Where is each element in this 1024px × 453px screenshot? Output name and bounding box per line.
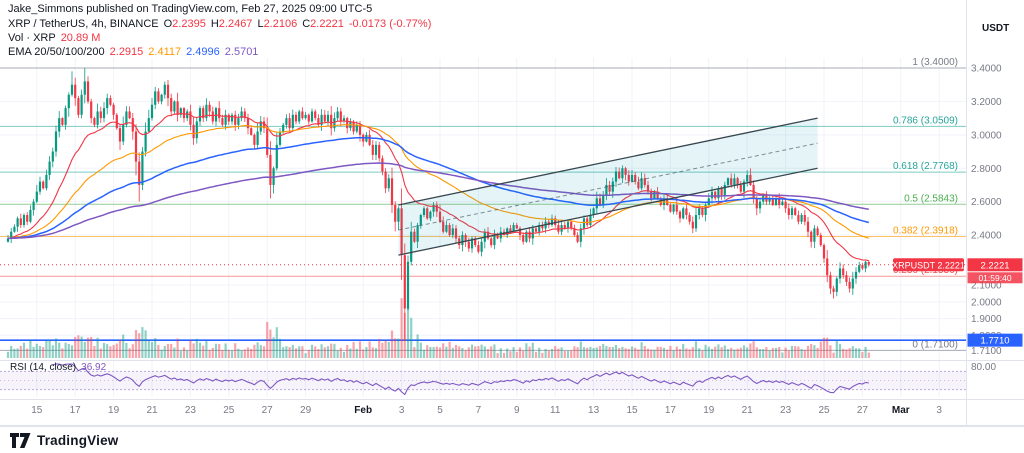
svg-text:2.0000: 2.0000 — [971, 297, 1002, 308]
svg-text:19: 19 — [108, 405, 120, 416]
rsi-legend[interactable]: RSI (14, close) 36.92 — [10, 362, 106, 373]
svg-text:Feb: Feb — [354, 405, 372, 416]
footer-bar: TradingView — [0, 426, 1024, 453]
ema-100-value: 2.4996 — [186, 46, 220, 58]
tradingview-brand[interactable]: TradingView — [37, 432, 119, 448]
svg-text:XRPUSDT 2.2221: XRPUSDT 2.2221 — [892, 260, 965, 270]
svg-text:2.8000: 2.8000 — [971, 164, 1002, 175]
ascending-channel[interactable] — [398, 117, 818, 256]
svg-text:2.2221: 2.2221 — [980, 260, 1009, 271]
svg-text:0.618 (2.7768): 0.618 (2.7768) — [893, 161, 958, 172]
svg-text:0.5 (2.5843): 0.5 (2.5843) — [904, 193, 958, 204]
svg-text:2.1000: 2.1000 — [971, 281, 1002, 292]
ema-50-value: 2.4117 — [148, 46, 182, 58]
symbol-legend[interactable]: XRP / TetherUS, 4h, BINANCE O 2.2395 H 2.2… — [8, 18, 431, 30]
svg-text:1 (3.4000): 1 (3.4000) — [912, 57, 958, 68]
symbol-title: XRP / TetherUS, 4h, BINANCE — [8, 18, 159, 30]
svg-text:1.9000: 1.9000 — [971, 314, 1002, 325]
svg-text:19: 19 — [703, 405, 715, 416]
svg-text:27: 27 — [857, 405, 869, 416]
svg-text:21: 21 — [742, 405, 754, 416]
volume-legend[interactable]: Vol · XRP 20.89 M — [8, 32, 100, 44]
rsi-label: RSI (14, close) — [10, 362, 77, 373]
svg-text:3: 3 — [399, 405, 405, 416]
svg-text:80.00: 80.00 — [971, 362, 996, 373]
svg-text:0.382 (2.3918): 0.382 (2.3918) — [893, 225, 958, 236]
svg-text:3.2000: 3.2000 — [971, 97, 1002, 108]
svg-text:1.7710: 1.7710 — [980, 336, 1009, 347]
svg-text:25: 25 — [818, 405, 830, 416]
ema-label: EMA 20/50/100/200 — [8, 46, 105, 58]
ohlc-high: H 2.2467 — [210, 18, 253, 30]
ema-20-value: 2.2915 — [109, 46, 144, 58]
ohlc-open: O 2.2395 — [163, 18, 206, 30]
tradingview-logo-icon[interactable] — [10, 432, 31, 448]
svg-text:0.786 (3.0509): 0.786 (3.0509) — [893, 115, 958, 126]
svg-text:11: 11 — [550, 405, 561, 416]
attribution-text: Jake_Simmons published on TradingView.co… — [8, 3, 373, 15]
ema-200-value: 2.5701 — [224, 46, 259, 58]
svg-text:01:59:40: 01:59:40 — [978, 273, 1011, 283]
ema-legend[interactable]: EMA 20/50/100/200 2.2915 2.4117 2.4996 2… — [8, 46, 258, 58]
svg-text:3: 3 — [936, 405, 942, 416]
price-axis[interactable]: 3.4000 3.2000 3.0000 2.8000 2.6000 2.4000 2.10… — [971, 64, 1002, 373]
svg-text:17: 17 — [70, 405, 82, 416]
volume-value: 20.89 M — [60, 32, 101, 44]
svg-text:25: 25 — [223, 405, 235, 416]
svg-text:17: 17 — [665, 405, 677, 416]
rsi-value: 36.92 — [81, 362, 107, 373]
svg-text:23: 23 — [780, 405, 792, 416]
svg-text:15: 15 — [31, 405, 43, 416]
svg-text:13: 13 — [588, 405, 600, 416]
svg-text:15: 15 — [626, 405, 638, 416]
svg-text:5: 5 — [437, 405, 443, 416]
ema-50-line[interactable] — [7, 124, 869, 239]
volume-bars — [6, 298, 870, 358]
alert-price-badge: 1.7710 — [967, 333, 1023, 347]
last-price-badge: 2.2221 01:59:40 — [967, 258, 1023, 284]
svg-text:27: 27 — [262, 405, 274, 416]
axis-unit-label: USDT — [982, 23, 1010, 34]
svg-text:2.6000: 2.6000 — [971, 197, 1002, 208]
svg-text:9: 9 — [514, 405, 520, 416]
svg-text:21: 21 — [146, 405, 158, 416]
svg-text:3.0000: 3.0000 — [971, 130, 1002, 141]
svg-text:Mar: Mar — [892, 405, 910, 416]
volume-label: Vol · XRP — [8, 32, 56, 44]
svg-text:0 (1.7100): 0 (1.7100) — [912, 339, 958, 350]
change-value: -0.0173 (-0.77%) — [348, 18, 432, 30]
ema-200-line[interactable] — [7, 162, 869, 240]
ema-100-line[interactable] — [7, 136, 870, 240]
svg-text:1.7100: 1.7100 — [971, 346, 1002, 357]
svg-text:7: 7 — [476, 405, 482, 416]
ohlc-low: L 2.2106 — [257, 18, 298, 30]
price-line-label: XRPUSDT 2.2221 — [892, 258, 965, 272]
time-axis[interactable]: 15 17 19 21 23 25 27 29 Feb 3 5 7 9 11 13 15 17 19 21 23 25 2… — [31, 405, 942, 416]
rsi-pane — [0, 363, 967, 396]
ohlc-close: C 2.2221 — [302, 18, 344, 30]
svg-text:29: 29 — [300, 405, 312, 416]
svg-text:2.4000: 2.4000 — [971, 231, 1002, 242]
svg-text:23: 23 — [185, 405, 197, 416]
svg-text:3.4000: 3.4000 — [971, 64, 1002, 75]
